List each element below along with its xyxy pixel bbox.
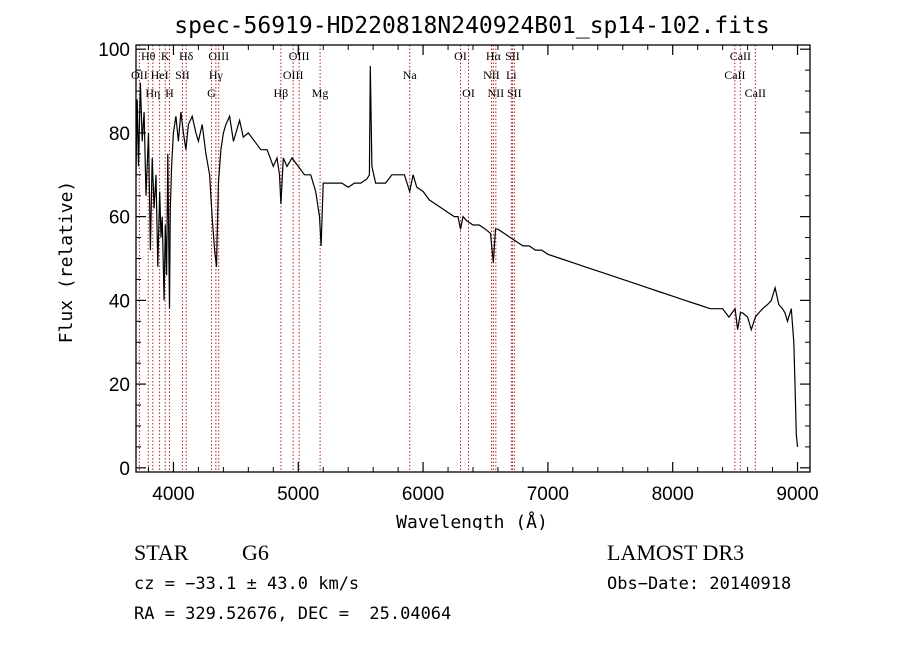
survey-name: LAMOST DR3 [607,540,745,565]
line-label-OIII-5007: OIII [289,49,310,63]
coordinates: RA = 329.52676, DEC = 25.04064 [134,604,452,624]
line-label-CaII-8662: CaII [745,86,766,100]
line-label-Hγ: Hγ [209,68,224,82]
line-label-SII-6731: SII [507,86,522,100]
line-label-Hη: Hη [145,86,160,100]
y-tick-label: 20 [109,375,130,396]
x-tick-label: 6000 [402,484,444,505]
observation-date: Obs−Date: 20140918 [607,574,792,594]
y-tick-labels: 0 20 40 60 80 100 [98,40,130,480]
object-subclass: G6 [242,540,269,565]
line-label-Hθ: Hθ [141,49,156,63]
line-label-CaII-8498: CaII [724,68,745,82]
line-label-OII: OII [131,68,148,82]
y-tick-label: 60 [109,208,130,229]
y-tick-label: 40 [109,291,130,312]
spectrum-chart: spec-56919-HD220818N240924B01_sp14-102.f… [56,13,819,533]
line-label-OI-6300: OI [454,49,467,63]
x-tick-labels: 4000 5000 6000 7000 8000 9000 [152,484,818,505]
emission-line-markers [138,45,756,472]
line-label-Hβ: Hβ [274,86,289,100]
line-label-Hδ: Hδ [179,49,194,63]
line-label-Mg: Mg [312,86,329,100]
redshift-velocity: cz = −33.1 ± 43.0 km/s [134,574,360,594]
x-tick-label: 5000 [277,484,319,505]
line-label-Na: Na [403,68,418,82]
y-tick-label: 0 [119,459,130,480]
line-label-OI-6364: OI [462,86,475,100]
line-label-H: H [165,86,174,100]
line-label-Hα: Hα [486,49,502,63]
y-tick-label: 80 [109,124,130,145]
line-label-NII-6548: NII [483,68,500,82]
line-label-OIII-4363: OIII [208,49,229,63]
line-label-Li: Li [506,68,517,82]
line-label-OIII-4959: OIII [283,68,304,82]
x-axis-label: Wavelength (Å) [396,511,548,530]
line-label-K: K [161,49,170,63]
line-label-HeI: HeI [151,68,169,82]
axis-ticks [136,45,810,472]
line-label-SII: SII [175,68,190,82]
plot-frame [135,44,811,473]
x-tick-label: 9000 [776,484,818,505]
object-class: STAR [134,540,189,565]
spectrum-line [135,65,799,447]
line-label-CaII-8542: CaII [730,49,751,63]
x-tick-label: 4000 [152,484,194,505]
y-axis-label: Flux (relative) [56,181,77,344]
x-tick-label: 8000 [652,484,694,505]
chart-title: spec-56919-HD220818N240924B01_sp14-102.f… [174,13,769,39]
x-tick-label: 7000 [527,484,569,505]
line-label-G: G [207,86,216,100]
line-label-SII-6716: SII [505,49,520,63]
line-label-NII-6583: NII [488,86,505,100]
emission-line-labels: OIIHθHηHeIKHSIIHδGHγOIIIHβOIIIOIIIMgNaOI… [131,49,766,100]
y-tick-label: 100 [98,40,130,61]
